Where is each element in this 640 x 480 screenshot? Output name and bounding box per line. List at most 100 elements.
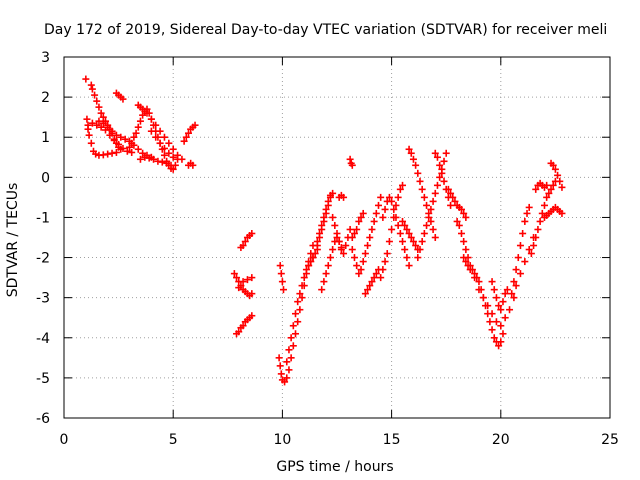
data-point: [104, 150, 112, 158]
data-point: [368, 278, 376, 286]
data-point: [145, 154, 153, 162]
data-point: [83, 115, 91, 123]
x-tick-label: 10: [273, 432, 291, 448]
data-point: [324, 197, 332, 205]
data-point: [277, 270, 285, 278]
data-point: [239, 322, 247, 330]
data-point: [431, 234, 439, 241]
data-point: [355, 217, 363, 225]
data-point: [298, 282, 306, 290]
data-point: [497, 306, 505, 314]
data-point: [233, 274, 241, 282]
x-tick-label: 25: [601, 432, 619, 448]
data-point: [353, 262, 361, 270]
data-point: [497, 322, 505, 330]
data-point: [488, 326, 496, 334]
data-point: [366, 282, 374, 290]
data-point: [180, 137, 188, 145]
data-point: [503, 286, 511, 294]
data-point: [346, 225, 354, 233]
data-point: [420, 193, 428, 201]
x-tick-label: 20: [492, 432, 510, 448]
data-point: [512, 266, 520, 274]
data-point: [355, 270, 363, 278]
x-tick-label: 5: [169, 432, 178, 448]
data-point: [543, 193, 551, 201]
data-point: [521, 217, 529, 225]
data-point: [385, 193, 393, 201]
data-point: [423, 201, 431, 209]
data-point: [235, 284, 243, 292]
data-point: [134, 123, 142, 131]
data-point: [320, 278, 328, 286]
data-point: [292, 310, 300, 318]
data-point: [128, 148, 136, 156]
data-point: [409, 155, 417, 163]
y-axis-label: SDTVAR / TECUs: [5, 183, 21, 298]
data-point: [372, 270, 380, 278]
data-point: [449, 193, 457, 201]
data-point: [278, 278, 286, 286]
data-point: [420, 229, 428, 237]
data-point: [115, 140, 123, 148]
data-point: [316, 229, 324, 237]
data-point: [471, 274, 479, 282]
data-point: [154, 157, 162, 165]
data-point: [99, 113, 107, 121]
y-tick-label: 2: [41, 90, 50, 106]
data-point: [423, 221, 431, 229]
data-point: [558, 209, 566, 217]
data-point: [302, 266, 310, 274]
data-point: [447, 189, 455, 197]
data-point: [239, 242, 247, 250]
data-point: [519, 229, 527, 237]
data-point: [388, 197, 396, 205]
y-tick-label: -6: [36, 411, 50, 427]
data-point: [440, 157, 448, 165]
data-point: [554, 171, 562, 179]
data-point: [156, 127, 164, 135]
data-point: [106, 131, 114, 139]
data-point: [359, 209, 367, 217]
data-point: [357, 213, 365, 221]
data-point: [296, 290, 304, 298]
data-point: [119, 144, 127, 152]
data-point: [160, 144, 168, 152]
data-point: [243, 276, 251, 284]
data-point: [88, 85, 96, 93]
data-point: [136, 117, 144, 125]
data-point: [241, 238, 249, 246]
data-point: [427, 217, 435, 225]
data-point: [516, 242, 524, 250]
data-point: [283, 374, 291, 382]
data-point: [427, 205, 435, 213]
data-point: [95, 117, 103, 125]
data-point: [486, 318, 494, 326]
data-point: [337, 244, 345, 252]
data-point: [558, 183, 566, 191]
data-point: [412, 161, 420, 169]
y-tick-label: -3: [36, 291, 50, 307]
data-point: [433, 181, 441, 189]
data-point: [394, 221, 402, 229]
data-point: [92, 150, 100, 158]
data-point: [134, 145, 142, 153]
data-point: [545, 189, 553, 197]
data-point: [429, 197, 437, 205]
data-point: [540, 201, 548, 209]
data-point: [191, 121, 199, 129]
data-point: [326, 254, 334, 262]
data-point: [385, 238, 393, 246]
data-point: [320, 213, 328, 221]
data-point: [508, 290, 516, 298]
data-point: [534, 225, 542, 233]
data-point: [248, 312, 256, 320]
y-tick-label: -4: [36, 331, 50, 347]
data-point: [248, 290, 256, 298]
data-point: [139, 111, 147, 119]
data-point: [329, 213, 337, 221]
data-point: [136, 155, 144, 163]
data-point: [147, 127, 155, 135]
data-point: [501, 290, 509, 298]
